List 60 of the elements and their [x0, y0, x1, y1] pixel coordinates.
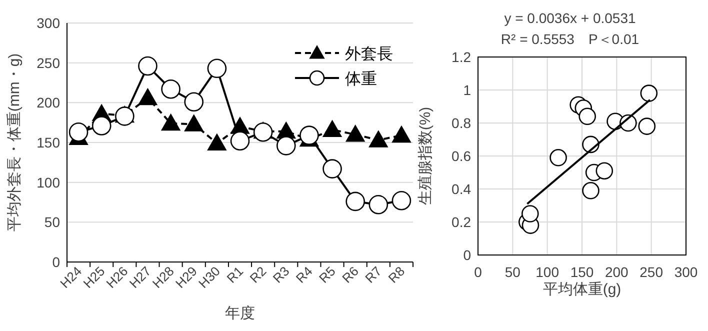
y-tick-label: 50: [44, 214, 60, 230]
x-tick-label: 200: [604, 264, 629, 280]
point: [368, 130, 388, 148]
y-axis-title: 生殖腺指数(%): [417, 106, 434, 206]
x-tick-label: R3: [270, 264, 292, 286]
text: R² = 0.5553 P＜0.01: [500, 31, 640, 47]
x-tick-label: R5: [316, 264, 338, 286]
text: y = 0.0036x + 0.0531: [504, 10, 636, 26]
y-tick-label: 0.4: [452, 181, 472, 197]
y-tick-label: 300: [36, 15, 60, 31]
legend-label: 体重: [345, 70, 377, 88]
x-tick-label: 150: [570, 264, 594, 280]
x-tick-label: 300: [674, 264, 698, 280]
point: [138, 56, 158, 76]
y-tick-label: 100: [36, 174, 60, 190]
y-tick-label: 200: [36, 94, 60, 111]
x-tick-label: R7: [362, 264, 385, 286]
point: [640, 84, 658, 102]
y-axis-title: 平均外套長・体重(mm・g): [6, 53, 23, 232]
x-tick-label: 100: [536, 264, 560, 280]
x-axis-title: 平均体重(g): [542, 281, 622, 298]
y-tick-label: 1: [463, 82, 472, 98]
x-tick-label: R2: [246, 264, 270, 286]
point: [521, 205, 539, 222]
point: [92, 116, 112, 136]
x-tick-label: 50: [504, 264, 521, 280]
point: [322, 120, 342, 138]
point: [184, 114, 204, 132]
point: [138, 88, 158, 106]
y-tick-label: 150: [36, 134, 60, 150]
point: [184, 92, 204, 112]
x-tick-label: 250: [640, 264, 664, 280]
y-tick-label: 1.2: [452, 49, 472, 65]
x-axis-title: 年度: [225, 305, 255, 322]
point: [582, 182, 600, 200]
y-tick-label: 0: [463, 247, 472, 263]
x-tick-label: R1: [224, 264, 246, 286]
y-tick-label: 0.6: [452, 148, 472, 164]
point: [253, 122, 273, 142]
point: [68, 122, 88, 142]
x-tick-label: 0: [474, 264, 482, 280]
x-tick-label: R4: [292, 264, 316, 286]
y-tick-label: 0.2: [452, 214, 472, 230]
y-tick-label: 0.8: [452, 115, 472, 131]
point: [596, 162, 614, 180]
point: [207, 58, 227, 78]
point: [161, 114, 180, 131]
point: [392, 126, 411, 143]
point: [115, 106, 134, 126]
point: [207, 134, 226, 151]
point: [346, 125, 365, 142]
x-tick-label: R8: [385, 264, 408, 286]
point: [550, 149, 567, 166]
point: [578, 108, 596, 126]
legend-label: 外套長: [345, 46, 393, 63]
x-tick-label: R6: [339, 264, 362, 286]
y-tick-label: 250: [36, 54, 60, 71]
point: [230, 131, 250, 151]
point: [300, 126, 319, 145]
point: [638, 118, 656, 135]
